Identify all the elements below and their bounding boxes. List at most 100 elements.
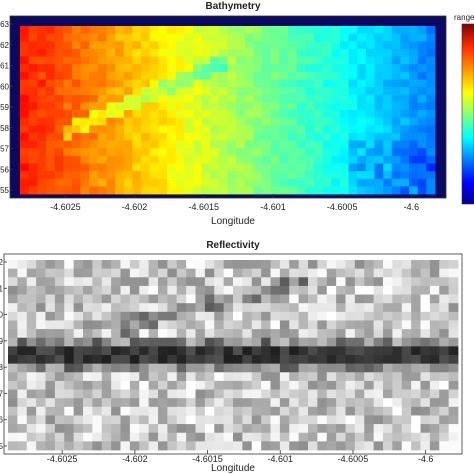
- reflectivity-cell: [308, 268, 318, 278]
- reflectivity-cell: [373, 311, 384, 321]
- bathymetry-cell: [97, 125, 107, 134]
- reflectivity-cell: [383, 432, 393, 442]
- reflectivity-cell: [298, 441, 309, 451]
- reflectivity-cell: [26, 380, 37, 390]
- reflectivity-cell: [176, 277, 187, 287]
- reflectivity-cell: [448, 380, 459, 390]
- bathymetry-cell: [409, 87, 419, 96]
- reflectivity-cell: [345, 260, 356, 270]
- reflectivity-cell: [326, 337, 337, 347]
- bathymetry-cell: [80, 178, 90, 187]
- reflectivity-cell: [158, 303, 168, 313]
- bathymetry-cell: [253, 94, 263, 103]
- bathymetry-cell: [97, 41, 107, 50]
- reflectivity-cell: [111, 363, 121, 373]
- reflectivity-cell: [73, 329, 84, 339]
- bathymetry-cell: [417, 110, 427, 119]
- bathymetry-cell: [166, 41, 177, 50]
- reflectivity-cell: [251, 432, 262, 442]
- bathymetry-cell: [28, 87, 38, 96]
- bathymetry-cell: [28, 132, 38, 141]
- reflectivity-cell: [448, 398, 459, 408]
- bathymetry-cell: [28, 56, 38, 65]
- bathymetry-cell: [175, 148, 185, 157]
- bathymetry-cell: [391, 26, 401, 35]
- bathymetry-cell: [391, 79, 401, 88]
- bathymetry-cell: [106, 33, 116, 42]
- bathymetry-cell: [313, 26, 324, 35]
- reflectivity-cell: [17, 380, 28, 390]
- reflectivity-cell: [101, 398, 112, 408]
- bathymetry-cell: [123, 41, 133, 50]
- reflectivity-cell: [289, 277, 300, 287]
- bathymetry-cell: [331, 110, 341, 119]
- bathymetry-cell: [374, 87, 384, 96]
- bathymetry-cell: [192, 148, 202, 157]
- reflectivity-cell: [139, 380, 150, 390]
- reflectivity-cell: [45, 337, 56, 347]
- bathymetry-cell: [210, 79, 220, 88]
- y-tick-label: 57: [0, 145, 9, 154]
- bathymetry-cell: [106, 26, 116, 35]
- bathymetry-cell: [141, 94, 151, 103]
- reflectivity-cell: [223, 277, 234, 287]
- reflectivity-cell: [354, 311, 365, 321]
- reflectivity-cell: [92, 441, 103, 451]
- bathymetry-cell: [322, 132, 332, 141]
- reflectivity-cell: [373, 363, 384, 373]
- bathymetry-cell: [236, 33, 246, 42]
- bathymetry-cell: [331, 140, 341, 149]
- reflectivity-cell: [270, 277, 281, 287]
- bathymetry-cell: [391, 140, 401, 149]
- bathymetry-cell: [279, 117, 289, 126]
- reflectivity-cell: [148, 441, 159, 451]
- bathymetry-cell: [339, 117, 349, 126]
- bathymetry-cell: [409, 48, 419, 57]
- bathymetry-cell: [296, 117, 306, 126]
- bathymetry-cell: [374, 155, 384, 164]
- bathymetry-cell: [166, 140, 177, 149]
- y-tick-label: 5: [0, 442, 4, 451]
- reflectivity-cell: [439, 277, 450, 287]
- reflectivity-cell: [204, 441, 215, 451]
- reflectivity-cell: [129, 372, 140, 382]
- bathymetry-cell: [158, 102, 168, 111]
- reflectivity-cell: [364, 346, 375, 356]
- reflectivity-cell: [242, 329, 253, 339]
- reflectivity-cell: [101, 277, 112, 287]
- bathymetry-cell: [106, 56, 116, 65]
- reflectivity-cell: [439, 294, 450, 304]
- bathymetry-cell: [123, 110, 133, 119]
- reflectivity-cell: [111, 380, 121, 390]
- reflectivity-cell: [383, 380, 393, 390]
- bathymetry-cell: [357, 102, 367, 111]
- bathymetry-cell: [305, 148, 315, 157]
- reflectivity-cell: [420, 415, 431, 425]
- bathymetry-cell: [158, 41, 168, 50]
- bathymetry-cell: [288, 186, 298, 195]
- bathymetry-cell: [158, 33, 168, 42]
- reflectivity-cell: [251, 346, 262, 356]
- bathymetry-cell: [357, 94, 367, 103]
- reflectivity-cell: [401, 320, 412, 330]
- reflectivity-cell: [251, 355, 262, 365]
- bathymetry-cell: [141, 56, 151, 65]
- reflectivity-cell: [129, 406, 140, 416]
- reflectivity-cell: [186, 424, 196, 434]
- reflectivity-cell: [26, 337, 37, 347]
- bathymetry-cell: [313, 140, 324, 149]
- bathymetry-cell: [97, 56, 107, 65]
- bathymetry-cell: [348, 102, 358, 111]
- reflectivity-cell: [270, 389, 281, 399]
- bathymetry-cell: [45, 125, 55, 134]
- bathymetry-cell: [166, 33, 177, 42]
- reflectivity-cell: [83, 268, 93, 278]
- reflectivity-cell: [420, 303, 431, 313]
- bathymetry-cell: [37, 125, 47, 134]
- bathymetry-cell: [244, 33, 254, 42]
- reflectivity-cell: [176, 260, 187, 270]
- reflectivity-cell: [439, 329, 450, 339]
- bathymetry-cell: [305, 163, 315, 172]
- bathymetry-cell: [115, 87, 125, 96]
- bathymetry-cell: [80, 163, 90, 172]
